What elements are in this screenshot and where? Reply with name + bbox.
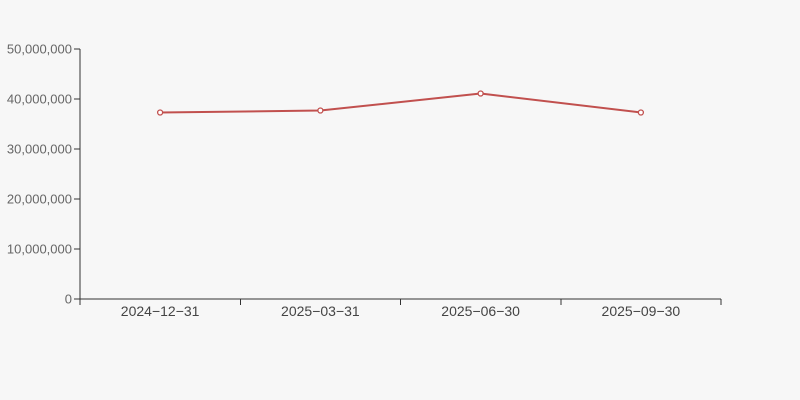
x-axis-tick-label: 2025−09−30 xyxy=(602,303,681,319)
y-axis-tick-label: 10,000,000 xyxy=(7,242,72,257)
y-axis-tick-label: 50,000,000 xyxy=(7,42,72,57)
data-point-marker xyxy=(477,90,484,97)
data-point-marker xyxy=(156,109,164,116)
y-axis-tick-label: 40,000,000 xyxy=(7,92,72,107)
x-axis-tick-label: 2025−06−30 xyxy=(441,303,520,319)
y-axis-tick-label: 0 xyxy=(65,292,72,307)
series-line xyxy=(159,92,642,114)
y-axis-tick-label: 30,000,000 xyxy=(7,142,72,157)
x-axis-tick-label: 2024−12−31 xyxy=(121,303,200,319)
data-point-marker xyxy=(637,109,645,116)
data-point-marker xyxy=(317,107,324,114)
y-axis-tick-label: 20,000,000 xyxy=(7,192,72,207)
x-axis-tick-label: 2025−03−31 xyxy=(281,303,360,319)
